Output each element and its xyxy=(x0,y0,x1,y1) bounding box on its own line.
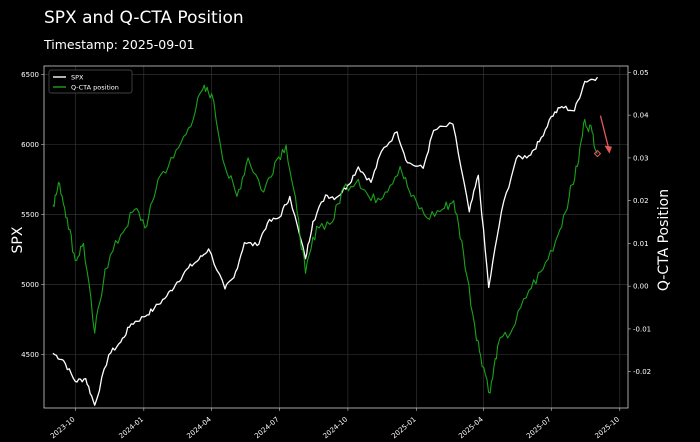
y-tick-label: 6000 xyxy=(21,141,39,149)
y2-axis-label: Q-CTA Position xyxy=(656,189,672,291)
y-tick-label: 4500 xyxy=(21,351,39,359)
grid-layer xyxy=(44,66,628,408)
annotation-arrow-head xyxy=(604,145,612,154)
legend-cta-label: Q-CTA position xyxy=(71,84,119,92)
chart-title: SPX and Q-CTA Position xyxy=(44,8,244,28)
y-tick-label: 5500 xyxy=(21,211,39,219)
y2-tick-label: 0.02 xyxy=(633,197,649,205)
plot-frame xyxy=(43,65,629,409)
y-tick-label: 6500 xyxy=(21,71,39,79)
spx-line xyxy=(52,76,599,406)
annotation-marker xyxy=(593,149,602,158)
series-layer xyxy=(52,76,599,406)
y2-tick-label: 0.03 xyxy=(633,154,649,162)
y2-tick-label: 0.01 xyxy=(633,240,649,248)
y2-tick-label: 0.04 xyxy=(633,112,649,120)
annotation-layer xyxy=(593,115,612,158)
y-axis-label: SPX xyxy=(10,226,26,253)
y2-tick-label: 0.00 xyxy=(633,283,649,291)
chart-subtitle: Timestamp: 2025-09-01 xyxy=(43,37,195,52)
legend-spx-label: SPX xyxy=(71,74,84,82)
y-tick-label: 5000 xyxy=(21,281,39,289)
q-cta-line xyxy=(52,84,598,394)
y2-tick-label: -0.01 xyxy=(633,325,651,333)
legend: SPX Q-CTA position xyxy=(48,69,133,94)
annotation-arrow-shaft xyxy=(599,115,611,152)
y2-tick-label: 0.05 xyxy=(633,69,649,77)
y2-tick-label: -0.02 xyxy=(633,368,651,376)
